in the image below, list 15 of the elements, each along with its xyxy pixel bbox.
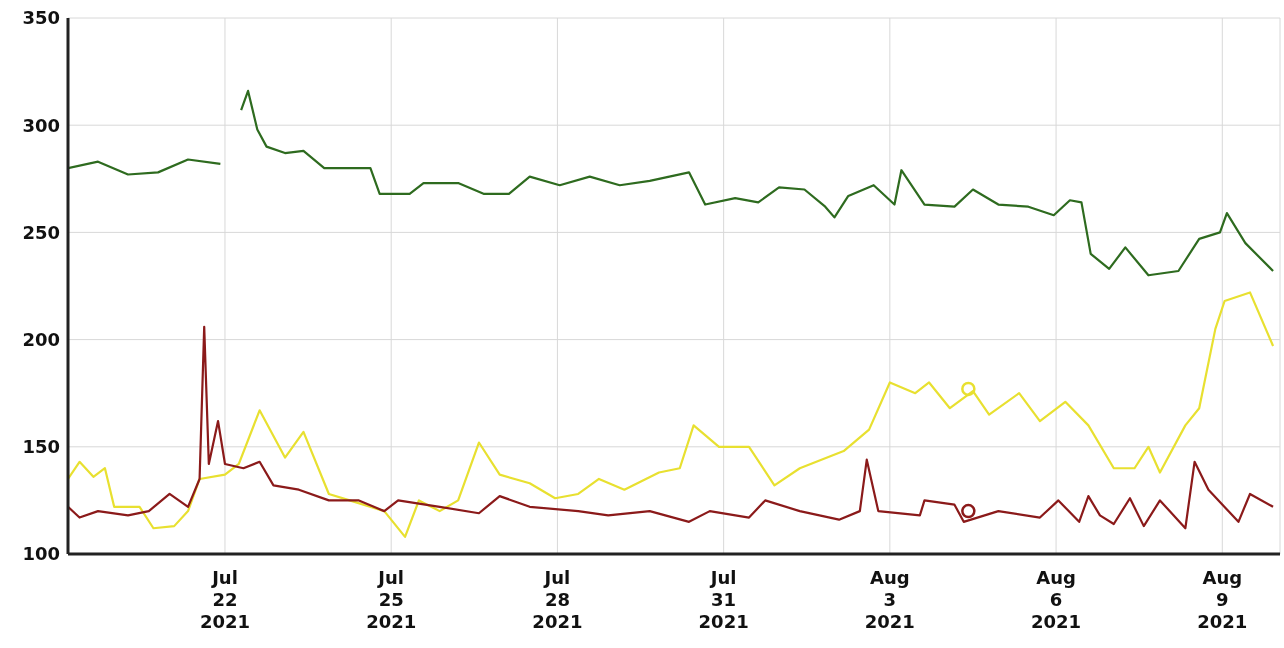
y-tick-label: 150 (22, 436, 60, 458)
x-tick-label: Aug 6 2021 (1031, 567, 1082, 632)
x-tick-label: Jul 28 2021 (532, 567, 583, 632)
x-tick-label: Jul 31 2021 (698, 567, 749, 632)
x-tick-label: Aug 9 2021 (1197, 567, 1248, 632)
line-series (68, 325, 1275, 530)
x-tick-label: Aug 3 2021 (864, 567, 915, 632)
line-series (68, 291, 1275, 538)
y-tick-label: 100 (22, 543, 60, 565)
y-tick-label: 300 (22, 114, 60, 136)
x-tick-label: Jul 25 2021 (366, 567, 417, 632)
x-tick-label: Jul 22 2021 (199, 567, 251, 632)
y-tick-label: 200 (22, 328, 60, 350)
y-tick-label: 350 (22, 7, 60, 29)
y-tick-label: 250 (22, 221, 60, 243)
